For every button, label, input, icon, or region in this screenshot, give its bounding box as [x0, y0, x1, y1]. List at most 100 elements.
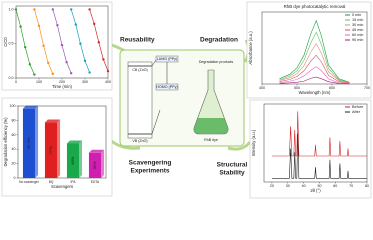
- marker: [65, 61, 68, 64]
- legend-label: 0 min: [352, 13, 361, 17]
- arrow: [227, 141, 252, 151]
- y-tick-label: 100: [10, 104, 16, 108]
- marker: [37, 24, 41, 28]
- series-line: [271, 111, 367, 157]
- diagram-label: CB (ZnO): [132, 68, 147, 72]
- marker: [24, 45, 27, 49]
- marker: [14, 8, 18, 11]
- bar-top: [88, 149, 105, 153]
- x-tick-label: 100: [36, 80, 42, 84]
- y-tick-label: 0.5: [9, 42, 14, 46]
- x-axis-label: Wavelength (nm): [299, 90, 331, 95]
- x-axis-label: Time (min): [52, 84, 72, 89]
- x-tick-label: 500: [294, 86, 300, 90]
- value-label: 48%: [70, 156, 75, 164]
- marker: [79, 42, 82, 45]
- marker: [70, 72, 73, 75]
- x-tick-label: 300: [82, 80, 88, 84]
- legend-label: After: [352, 110, 361, 114]
- panel-label: Degradation: [200, 37, 238, 44]
- value-label: 96.3%: [26, 137, 31, 149]
- series-line: [279, 54, 350, 84]
- panel-label: Experiments: [130, 168, 169, 175]
- y-axis-label: Absorbance (a.u.): [248, 31, 253, 65]
- marker: [60, 43, 64, 47]
- x-tick-label: IPA: [71, 180, 77, 184]
- graphical-abstract: Reusability Degradation Scavengering Exp…: [1, 1, 372, 199]
- x-tick-label: BQ: [49, 180, 54, 184]
- plot-area: [17, 105, 107, 179]
- panel-frame: [246, 1, 372, 99]
- panel-label: Structural: [217, 162, 248, 169]
- x-tick-label: 30: [286, 184, 290, 188]
- marker: [56, 24, 59, 27]
- x-axis-label: Scavengers: [51, 184, 73, 189]
- marker: [88, 71, 91, 74]
- y-tick-label: 1.0: [9, 7, 14, 11]
- marker: [33, 8, 36, 11]
- x-tick-label: 20: [270, 184, 274, 188]
- series-line: [279, 31, 350, 83]
- y-tick-label: 80: [12, 118, 16, 122]
- series-line: [279, 19, 350, 83]
- plot-area: [263, 103, 368, 183]
- marker: [33, 73, 36, 76]
- bar-side: [35, 105, 39, 178]
- x-tick-label: No scavenger: [19, 180, 40, 184]
- marker: [74, 23, 78, 26]
- y-axis-label: Intensity (a.u.): [251, 129, 256, 156]
- x-tick-label: 400: [259, 86, 265, 90]
- bar: [66, 143, 80, 178]
- bar-top: [22, 105, 39, 109]
- diagram-label: VB (ZnO): [132, 139, 147, 143]
- panel-label: Scavengering: [129, 160, 172, 167]
- plot-area: [261, 11, 368, 85]
- bar-side: [57, 119, 61, 178]
- x-tick-label: EDTA: [91, 180, 100, 184]
- x-tick-label: 40: [302, 184, 306, 188]
- bar: [88, 152, 102, 178]
- legend-label: 45 min: [352, 28, 363, 32]
- diagram-label: LUMO (PPy): [157, 57, 177, 61]
- legend-label: 30 min: [352, 23, 363, 27]
- chart-title: RhB dye photocatalytic removal: [284, 4, 346, 9]
- series-line: [279, 66, 350, 84]
- marker: [70, 8, 73, 11]
- y-tick-label: 0: [14, 176, 16, 180]
- panel-frame: [1, 1, 113, 91]
- marker: [102, 58, 105, 61]
- diagram-label: HOMO (PPy): [156, 85, 177, 89]
- marker: [28, 63, 31, 66]
- x-tick-label: 50: [317, 184, 321, 188]
- bar-top: [44, 119, 61, 123]
- value-label: 77%: [48, 146, 53, 154]
- y-axis-label: Degradation efficiency (%): [3, 117, 8, 167]
- bar-side: [101, 149, 105, 178]
- x-tick-label: 70: [349, 184, 353, 188]
- value-label: 35%: [92, 161, 97, 169]
- legend-label: 15 min: [352, 18, 363, 22]
- bar-top: [66, 140, 83, 144]
- marker: [51, 8, 54, 11]
- x-tick-label: 0: [15, 80, 17, 84]
- x-tick-label: 60: [333, 184, 337, 188]
- y-tick-label: 60: [12, 133, 16, 137]
- marker: [106, 69, 110, 73]
- diagram-label: RhB dye: [204, 138, 218, 142]
- bar: [22, 108, 36, 178]
- marker: [19, 25, 22, 28]
- legend-label: 90 min: [352, 38, 363, 42]
- bar: [44, 122, 58, 178]
- marker: [88, 8, 91, 11]
- dye-solution: [193, 118, 229, 134]
- x-tick-label: 600: [329, 86, 335, 90]
- marker: [83, 59, 87, 63]
- marker: [42, 44, 45, 47]
- series-line: [271, 133, 367, 179]
- y-tick-label: 0.0: [9, 76, 14, 80]
- panel-label: Stability: [219, 170, 245, 177]
- transfer-arrow: [151, 59, 168, 135]
- x-tick-label: 200: [59, 80, 65, 84]
- zno-block: [127, 61, 153, 139]
- marker: [93, 22, 96, 26]
